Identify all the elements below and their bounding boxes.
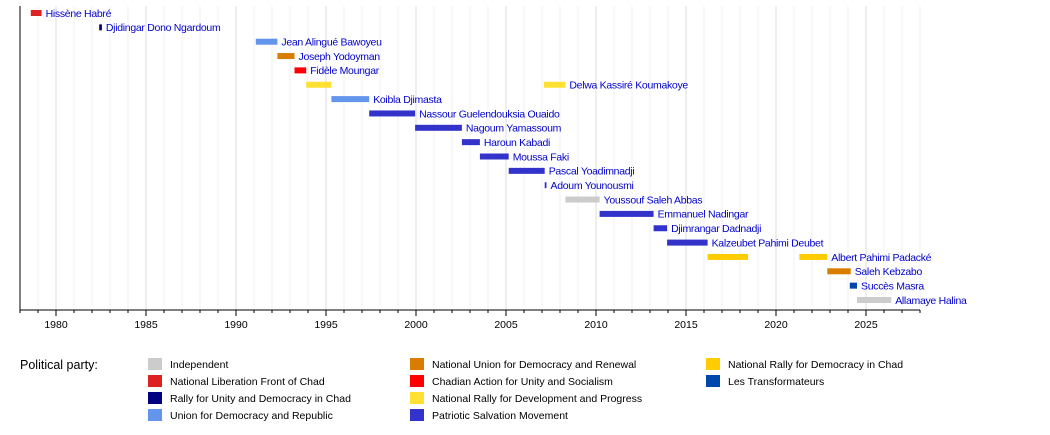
legend-swatch bbox=[148, 375, 162, 387]
legend-title: Political party: bbox=[20, 358, 98, 372]
bar-label: Allamaye Halina bbox=[895, 295, 967, 307]
timeline-bar bbox=[415, 124, 462, 131]
grid-lines bbox=[19, 6, 921, 310]
bar-label: Djidingar Dono Ngardoum bbox=[106, 22, 221, 34]
bar-label: Hissène Habré bbox=[46, 8, 112, 20]
bar-label: Koibla Djimasta bbox=[373, 94, 442, 106]
bar-label: Moussa Faki bbox=[513, 151, 569, 163]
timeline-bar bbox=[369, 110, 416, 117]
bar-label: Nagoum Yamassoum bbox=[466, 123, 562, 135]
timeline-bar bbox=[857, 297, 892, 303]
timeline-bar bbox=[508, 167, 545, 174]
legend-label: Union for Democracy and Republic bbox=[170, 410, 333, 422]
x-tick-label: 2020 bbox=[764, 319, 788, 331]
x-axis: 1980 1985 1990 1995 2000 2005 2010 2015 2020 2025 bbox=[19, 6, 921, 331]
x-tick-label: 2025 bbox=[854, 319, 878, 331]
bar-label: Emmanuel Nadingar bbox=[658, 209, 749, 221]
legend-swatch bbox=[148, 392, 162, 404]
legend-swatch bbox=[410, 375, 424, 387]
timeline-bar bbox=[294, 67, 307, 74]
timeline-bar bbox=[565, 196, 600, 203]
x-tick-label: 1985 bbox=[134, 319, 158, 331]
timeline-bar bbox=[707, 253, 749, 260]
legend-swatch bbox=[706, 375, 720, 387]
x-tick-label: 2015 bbox=[674, 319, 698, 331]
bar-label: Kalzeubet Pahimi Deubet bbox=[712, 237, 824, 249]
bar-label: Fidèle Moungar bbox=[310, 65, 380, 77]
bar-label: Saleh Kebzabo bbox=[855, 266, 923, 278]
legend-label: Les Transformateurs bbox=[728, 376, 824, 388]
timeline-bar bbox=[599, 210, 654, 217]
bar-label: Succès Masra bbox=[861, 280, 924, 292]
timeline-bar bbox=[479, 153, 509, 160]
timeline-bar bbox=[30, 10, 42, 16]
legend-swatch bbox=[706, 358, 720, 370]
x-tick-label: 1995 bbox=[314, 319, 338, 331]
timeline-bar bbox=[99, 24, 102, 31]
bars-layer bbox=[30, 10, 892, 303]
legend-label: National Union for Democracy and Renewal bbox=[432, 359, 636, 371]
timeline-bar bbox=[306, 81, 332, 88]
bar-label: Nassour Guelendouksia Ouaido bbox=[419, 108, 560, 120]
timeline-bar bbox=[331, 96, 370, 103]
timeline-bar bbox=[799, 253, 828, 260]
timeline-bar bbox=[543, 81, 566, 88]
bar-label: Joseph Yodoyman bbox=[299, 51, 381, 63]
bar-label: Adoum Younousmi bbox=[551, 180, 634, 192]
timeline-bar bbox=[255, 38, 278, 45]
timeline-bar bbox=[827, 268, 851, 275]
timeline-bar bbox=[461, 139, 480, 146]
x-tick-label: 1990 bbox=[224, 319, 248, 331]
legend-label: Rally for Unity and Democracy in Chad bbox=[170, 393, 351, 405]
timeline-bar bbox=[544, 182, 547, 189]
legend-label: Patriotic Salvation Movement bbox=[432, 410, 568, 422]
legend-swatch bbox=[148, 409, 162, 421]
legend-swatch bbox=[410, 409, 424, 421]
bar-label: Albert Pahimi Padacké bbox=[831, 252, 931, 264]
bar-label: Haroun Kabadi bbox=[484, 137, 550, 149]
legend-swatch bbox=[410, 358, 424, 370]
legend-label: National Rally for Democracy in Chad bbox=[728, 359, 903, 371]
legend-label: National Liberation Front of Chad bbox=[170, 376, 325, 388]
timeline-bar bbox=[277, 53, 295, 60]
x-tick-label: 2005 bbox=[494, 319, 518, 331]
legend-label: Independent bbox=[170, 359, 228, 371]
legend-swatch bbox=[148, 358, 162, 370]
legend: Political party: Independent National Lib… bbox=[20, 358, 903, 422]
timeline-bar bbox=[667, 239, 708, 246]
timeline-bar bbox=[849, 282, 857, 289]
x-tick-label: 2000 bbox=[404, 319, 428, 331]
bar-labels-layer: Hissène Habré Djidingar Dono Ngardoum Jean… bbox=[46, 8, 968, 307]
bar-label: Jean Alingué Bawoyeu bbox=[281, 37, 382, 49]
legend-label: Chadian Action for Unity and Socialism bbox=[432, 376, 613, 388]
x-tick-label: 1980 bbox=[44, 319, 68, 331]
x-tick-label: 2010 bbox=[584, 319, 608, 331]
bar-label: Youssouf Saleh Abbas bbox=[604, 194, 703, 206]
legend-swatch bbox=[410, 392, 424, 404]
bar-label: Pascal Yoadimnadji bbox=[549, 166, 635, 178]
legend-label: National Rally for Development and Progr… bbox=[432, 393, 642, 405]
bar-label: Delwa Kassiré Koumakoye bbox=[569, 80, 688, 92]
bar-label: Djimrangar Dadnadji bbox=[671, 223, 761, 235]
timeline-bar bbox=[653, 225, 668, 232]
